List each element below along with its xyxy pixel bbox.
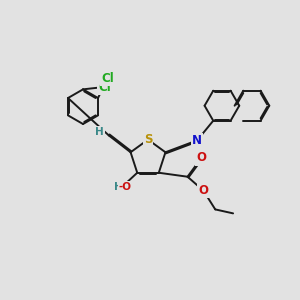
Text: N: N: [192, 134, 202, 147]
Text: O: O: [196, 152, 206, 164]
Text: O: O: [198, 184, 208, 197]
Text: Cl: Cl: [102, 72, 114, 85]
Text: H: H: [114, 182, 123, 192]
Text: Cl: Cl: [98, 81, 111, 94]
Text: H: H: [95, 128, 104, 137]
Text: -O: -O: [119, 182, 132, 192]
Text: S: S: [144, 133, 152, 146]
